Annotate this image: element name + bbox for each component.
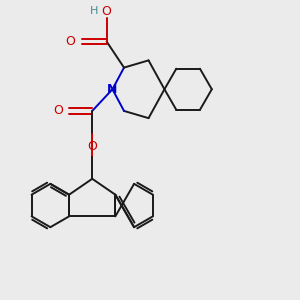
Text: N: N: [107, 83, 118, 96]
Text: O: O: [53, 104, 63, 117]
Text: O: O: [102, 4, 112, 18]
Text: O: O: [66, 35, 76, 48]
Text: H: H: [89, 6, 98, 16]
Text: O: O: [87, 140, 97, 153]
